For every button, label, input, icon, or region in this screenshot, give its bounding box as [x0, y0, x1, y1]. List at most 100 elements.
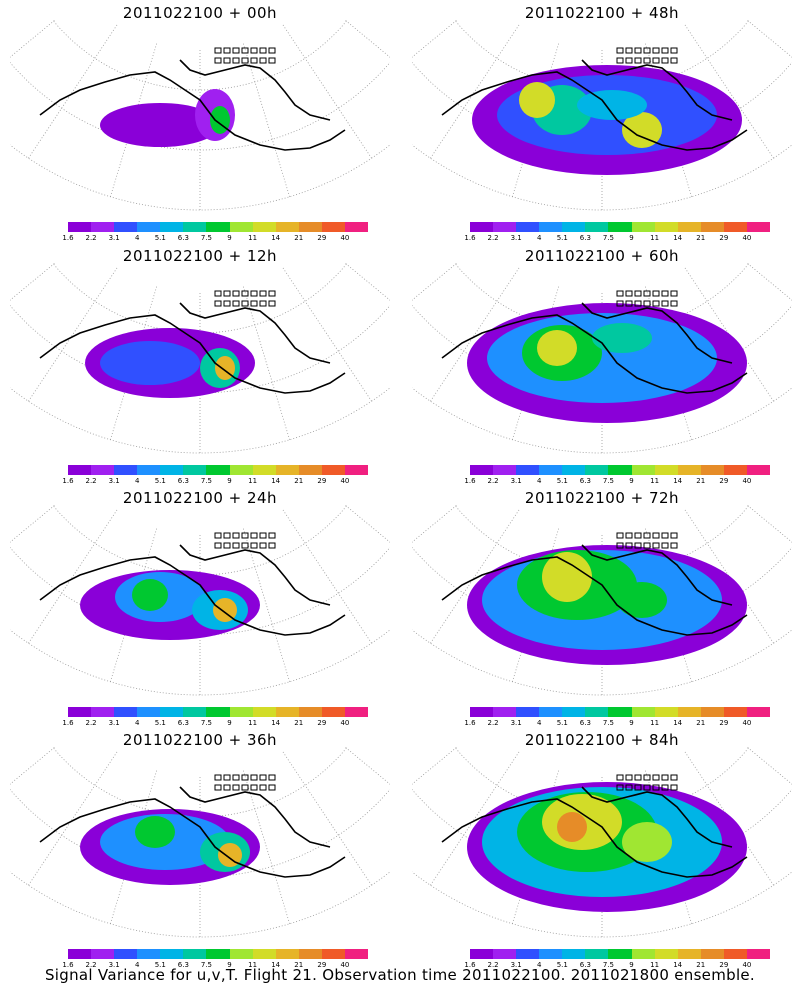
longitude-gridline [746, 263, 792, 301]
longitude-gridline [10, 20, 56, 58]
colorbar-swatch [206, 465, 230, 475]
colorbar-tick-label: 40 [742, 719, 752, 727]
colorbar-swatch [137, 949, 161, 959]
colorbar-tick-label: 3.1 [108, 961, 120, 969]
colorbar-swatch [470, 465, 494, 475]
island [223, 57, 231, 64]
island [268, 47, 276, 54]
variance-region [110, 118, 170, 142]
colorbar-tick-label: 14 [271, 719, 281, 727]
colorbar-swatch [539, 222, 563, 232]
colorbar-swatch [700, 222, 724, 232]
colorbar-swatch [252, 465, 276, 475]
colorbar-swatch [344, 707, 369, 717]
colorbar-swatch [723, 707, 747, 717]
colorbar-swatch [631, 949, 655, 959]
island [652, 532, 660, 539]
colorbar-swatch [516, 949, 540, 959]
panel-title: 2011022100 + 48h [524, 4, 680, 22]
colorbar-swatch [677, 707, 701, 717]
island [250, 542, 258, 549]
colorbar-labels: 1.6 2.2 3.1 4 5.1 6.3 7.5 9 11 14 21 29 40 [62, 234, 368, 244]
island [250, 57, 258, 64]
island [223, 784, 231, 791]
colorbar-swatch [137, 465, 161, 475]
latitude-gridline [10, 144, 390, 211]
colorbar-tick-label: 7.5 [200, 477, 213, 485]
colorbar-tick-label: 5.1 [154, 477, 166, 485]
island [634, 774, 642, 781]
latitude-gridline [455, 263, 749, 334]
colorbar-swatch [298, 465, 322, 475]
colorbar-tick-label: 11 [248, 477, 258, 485]
longitude-gridline [10, 505, 56, 543]
colorbar-labels: 1.6 2.2 3.1 4 5.1 6.3 7.5 9 11 14 21 29 40 [62, 719, 368, 729]
colorbar-swatch [275, 707, 299, 717]
colorbar-tick-label: 4 [536, 719, 542, 727]
colorbar-swatch [344, 465, 369, 475]
island [634, 47, 642, 54]
island [643, 47, 651, 54]
colorbar-tick-label: 40 [742, 961, 752, 969]
coastline [39, 786, 346, 878]
colorbar-tick-label: 4 [536, 477, 542, 485]
island [232, 300, 240, 307]
island [661, 57, 669, 64]
island [241, 300, 249, 307]
island [625, 542, 633, 549]
colorbar-swatch [677, 222, 701, 232]
island [214, 774, 222, 781]
island [661, 532, 669, 539]
colorbar-tick-label: 4 [134, 477, 140, 485]
colorbar-tick-label: 4 [134, 961, 140, 969]
island [634, 290, 642, 297]
colorbar-tick-label: 1.6 [464, 477, 476, 485]
colorbar-tick-label: 6.3 [177, 719, 189, 727]
island [259, 532, 267, 539]
colorbar-swatch [206, 949, 230, 959]
latitude-gridline [455, 20, 749, 91]
colorbar-tick-label: 40 [742, 234, 752, 242]
island [634, 532, 642, 539]
coastline [441, 59, 748, 151]
colorbar-tick-label: 21 [294, 477, 304, 485]
colorbar [68, 222, 369, 232]
colorbar-tick-label: 21 [696, 961, 706, 969]
longitude-gridline [412, 505, 458, 543]
colorbar-swatch [321, 222, 345, 232]
colorbar-swatch [183, 465, 207, 475]
colorbar-tick-label: 3.1 [108, 719, 120, 727]
island [661, 542, 669, 549]
island [643, 542, 651, 549]
colorbar-swatch [631, 465, 655, 475]
island [616, 47, 624, 54]
colorbar-swatch [206, 222, 230, 232]
island [214, 47, 222, 54]
island [232, 774, 240, 781]
island [232, 784, 240, 791]
colorbar-swatch [516, 707, 540, 717]
panel-title: 2011022100 + 12h [122, 247, 278, 265]
colorbar-tick-label: 2.2 [487, 477, 499, 485]
island [241, 57, 249, 64]
island [661, 784, 669, 791]
island [661, 774, 669, 781]
island [670, 532, 678, 539]
colorbar-labels: 1.6 2.2 3.1 4 5.1 6.3 7.5 9 11 14 21 29 40 [464, 961, 770, 971]
colorbar-tick-label: 6.3 [579, 961, 591, 969]
colorbar-tick-label: 1.6 [62, 719, 74, 727]
colorbar-tick-label: 3.1 [510, 961, 522, 969]
colorbar-tick-label: 6.3 [177, 961, 189, 969]
panel-title: 2011022100 + 84h [524, 731, 680, 749]
colorbar-swatch [68, 465, 92, 475]
colorbar-tick-label: 29 [317, 477, 327, 485]
island [241, 784, 249, 791]
longitude-gridline [344, 263, 390, 301]
colorbar [68, 949, 369, 959]
colorbar-swatch [298, 707, 322, 717]
polar-map [412, 263, 792, 454]
island [232, 47, 240, 54]
colorbar-tick-label: 21 [294, 719, 304, 727]
colorbar-swatch [493, 949, 517, 959]
colorbar-labels: 1.6 2.2 3.1 4 5.1 6.3 7.5 9 11 14 21 29 40 [62, 961, 368, 971]
